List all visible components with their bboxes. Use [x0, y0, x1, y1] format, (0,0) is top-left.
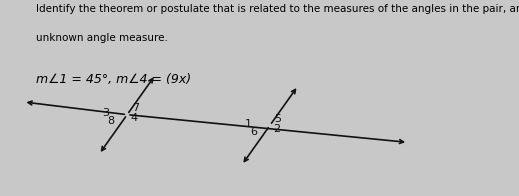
Text: 5: 5	[275, 114, 282, 124]
Text: 2: 2	[273, 123, 280, 134]
Text: m∠1 = 45°, m∠4 = (9x): m∠1 = 45°, m∠4 = (9x)	[36, 73, 192, 85]
Text: unknown angle measure.: unknown angle measure.	[36, 33, 168, 43]
Text: Identify the theorem or postulate that is related to the measures of the angles : Identify the theorem or postulate that i…	[36, 4, 519, 14]
Text: 1: 1	[245, 119, 252, 129]
Text: 3: 3	[102, 108, 109, 118]
Text: 8: 8	[107, 116, 114, 126]
Text: 4: 4	[130, 113, 138, 123]
Text: 6: 6	[250, 127, 257, 137]
Text: 7: 7	[132, 103, 139, 113]
